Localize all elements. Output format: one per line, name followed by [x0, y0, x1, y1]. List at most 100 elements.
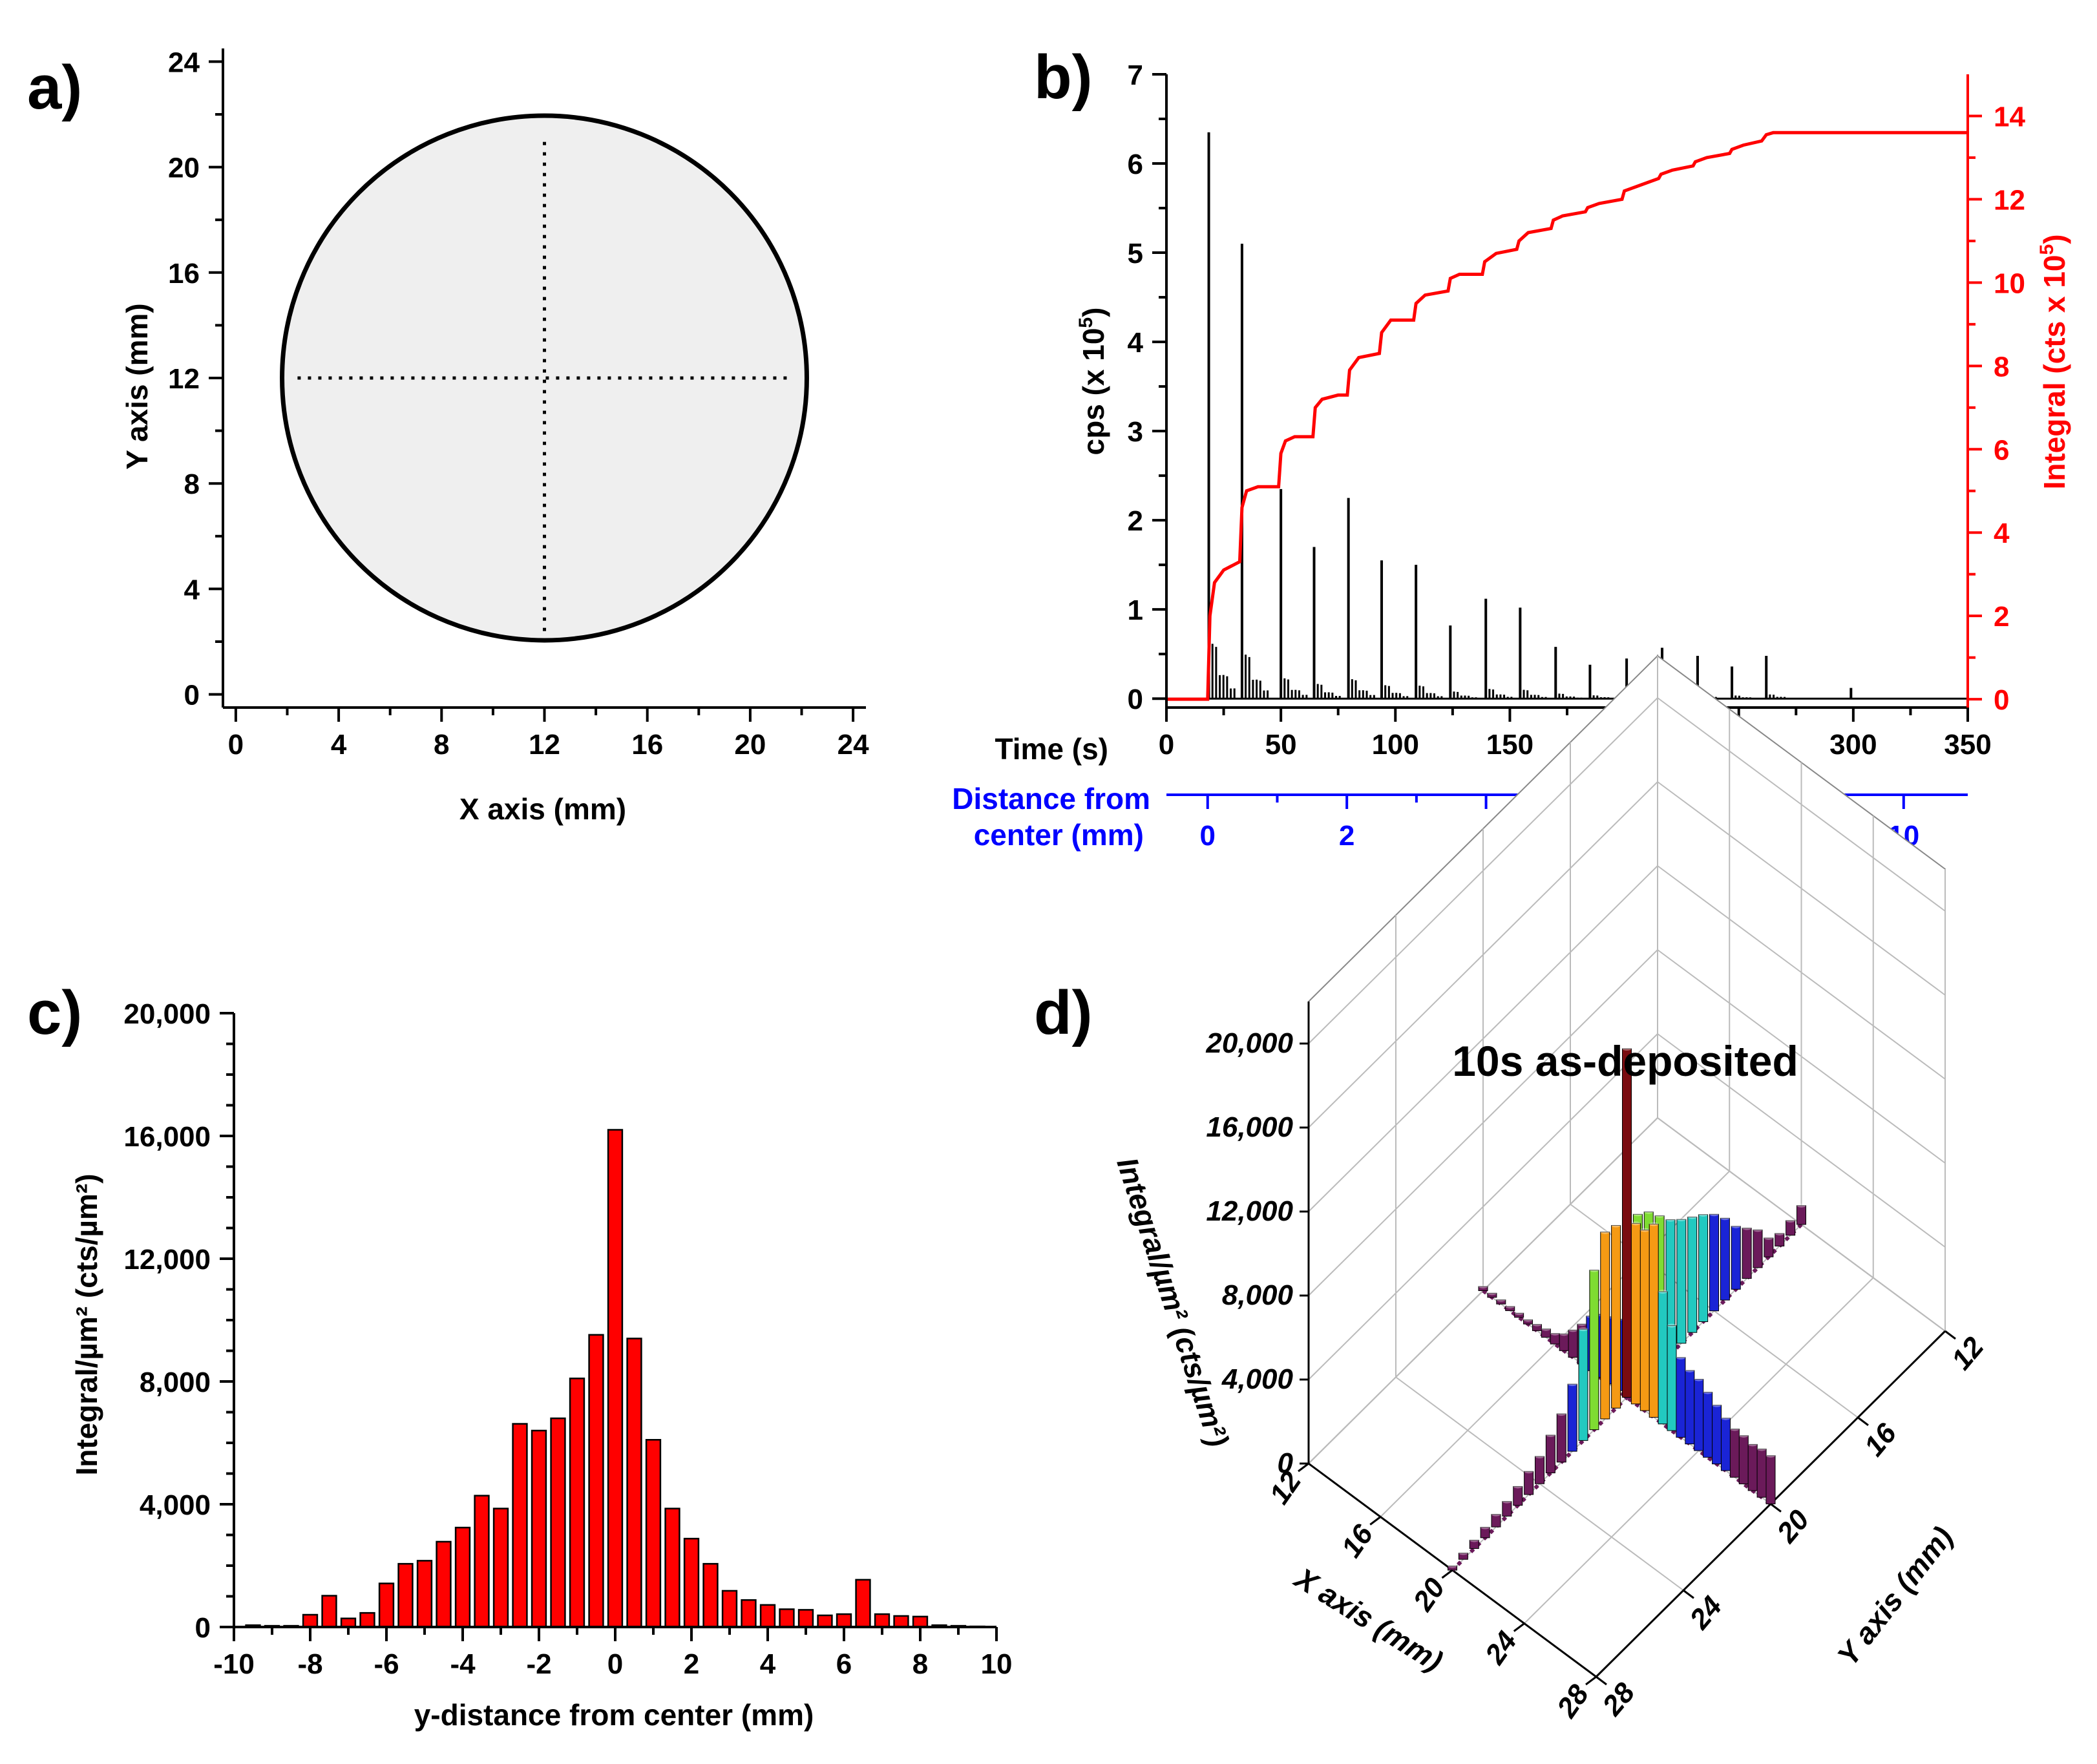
- y-tick-mark: [1944, 1330, 1956, 1340]
- 3d-bar-top: [1640, 1228, 1650, 1232]
- histogram-bar: [855, 1579, 871, 1628]
- histogram-bar: [436, 1540, 452, 1628]
- 3d-bar-top: [1786, 1218, 1795, 1223]
- 3d-bar-top: [1655, 1213, 1665, 1218]
- integral-label-text: Integral (cts x 10: [2038, 255, 2071, 489]
- x-tick-label: 4: [331, 729, 347, 761]
- x-tick-label: 28: [1550, 1679, 1595, 1723]
- distance-axis-label-line2: center (mm): [974, 818, 1144, 852]
- x-tick-label: 4: [760, 1648, 776, 1680]
- x-tick-label: 24: [1479, 1626, 1523, 1670]
- 3d-bar-top: [1589, 1268, 1599, 1272]
- 3d-bar-top: [1667, 1323, 1677, 1328]
- x-axis-ticks: 0 4 8 12 16 20 24: [228, 708, 869, 761]
- 3d-bar-top: [1685, 1368, 1694, 1372]
- 3d-bar-top: [1748, 1442, 1758, 1447]
- y-tick-label: 20: [1771, 1504, 1816, 1549]
- x-tick-mark: [1513, 1622, 1525, 1632]
- 3d-bar: [1764, 1237, 1774, 1257]
- distance-axis-label-line1: Distance from: [952, 782, 1150, 815]
- histogram-bar: [626, 1338, 642, 1628]
- 3d-bar-top: [1505, 1304, 1515, 1308]
- y-tick-label: 16: [1858, 1418, 1902, 1462]
- x-tick-label: 12: [1263, 1465, 1308, 1510]
- 3d-bar-top: [1502, 1499, 1512, 1504]
- 3d-bar-top: [1766, 1453, 1775, 1458]
- x-tick-mark: [1369, 1516, 1382, 1526]
- x-tick-label: 20: [734, 729, 766, 761]
- panel-label-c: c): [27, 978, 82, 1047]
- 3d-bar: [1756, 1448, 1767, 1498]
- y-tick-label: 4,000: [140, 1489, 211, 1521]
- 3d-bar: [1698, 1214, 1709, 1322]
- 3d-bar-top: [1633, 1212, 1643, 1217]
- 3d-bar: [1742, 1228, 1752, 1279]
- 3d-bar-top: [1631, 1221, 1641, 1226]
- histogram-bar: [474, 1495, 490, 1628]
- histogram-bar: [683, 1537, 700, 1628]
- histogram-bars: [245, 1129, 985, 1628]
- x-tick-label: 24: [838, 729, 869, 761]
- y-tick-label: 16,000: [123, 1121, 211, 1153]
- histogram-bar: [874, 1613, 890, 1628]
- y-tick-label: 8: [184, 468, 200, 500]
- time-tick-label: 150: [1486, 729, 1533, 761]
- integral-tick-label: 14: [1994, 101, 2025, 132]
- y-tick-label: 12: [168, 363, 200, 395]
- y-tick-label: 12,000: [123, 1244, 211, 1276]
- histogram-bar: [912, 1615, 929, 1628]
- 3d-bar: [1541, 1328, 1551, 1338]
- 3d-bar: [1487, 1292, 1497, 1298]
- histogram-bar: [893, 1615, 909, 1628]
- 3d-bar: [1676, 1357, 1686, 1438]
- y-axis-label: Integral/µm² (cts/µm²): [70, 1173, 103, 1475]
- distance-tick-label: 2: [1339, 820, 1354, 852]
- 3d-bar-top: [1491, 1512, 1501, 1517]
- x-tick-mark: [1585, 1675, 1597, 1686]
- 3d-bar: [1524, 1471, 1534, 1495]
- histogram-bar: [836, 1613, 852, 1628]
- histogram-bar: [321, 1595, 337, 1628]
- 3d-bar: [1720, 1418, 1731, 1471]
- z-tick-label: 8,000: [1222, 1279, 1294, 1311]
- 3d-bar-top: [1649, 1222, 1659, 1226]
- 3d-bar: [1600, 1232, 1610, 1420]
- 3d-bar: [1559, 1333, 1569, 1351]
- histogram-bar: [531, 1429, 547, 1628]
- cps-axis-ticks: 0 1 2 3 4 5 6 7: [1128, 59, 1166, 715]
- 3d-bar: [1469, 1540, 1479, 1549]
- 3d-bar: [1649, 1223, 1659, 1418]
- 3d-bar: [1523, 1319, 1533, 1325]
- 3d-bar: [1513, 1486, 1523, 1506]
- time-tick-label: 50: [1265, 729, 1297, 761]
- y-axis-label: Y axis (mm): [120, 303, 154, 469]
- z-tick-label: 12,000: [1206, 1195, 1293, 1227]
- chart-title: 10s as-deposited: [1452, 1037, 1798, 1085]
- 3d-bar-top: [1666, 1217, 1675, 1222]
- cps-label-text: cps (x 10: [1077, 328, 1110, 456]
- 3d-bar: [1589, 1270, 1599, 1431]
- x-axis-ticks: -10 -8 -6 -4 -2 0 2 4 6 8 10: [213, 1627, 1012, 1680]
- cps-label-sup: 5: [1075, 317, 1097, 328]
- time-tick-label: 350: [1944, 729, 1991, 761]
- histogram-bar: [645, 1439, 662, 1628]
- 3d-bar: [1703, 1392, 1713, 1458]
- y-tick-label: 28: [1596, 1677, 1641, 1722]
- y-tick-label: 20: [168, 152, 200, 184]
- panel-label-d: d): [1034, 978, 1093, 1047]
- y-tick-mark: [1596, 1675, 1607, 1686]
- z-tick-label: 4,000: [1221, 1363, 1294, 1395]
- y-tick-label: 0: [184, 680, 200, 711]
- y-tick-label: 16: [168, 258, 200, 289]
- 3d-bar: [1775, 1233, 1785, 1246]
- 3d-bar-top: [1470, 1538, 1479, 1542]
- histogram-bar: [779, 1608, 795, 1628]
- 3d-bar: [1480, 1527, 1490, 1538]
- 3d-bar-top: [1568, 1328, 1578, 1332]
- 3d-bar: [1720, 1217, 1730, 1301]
- 3d-bar-top: [1523, 1318, 1533, 1322]
- 3d-bar: [1496, 1299, 1506, 1305]
- 3d-bar-top: [1577, 1322, 1586, 1327]
- 3d-bar-top: [1611, 1223, 1621, 1228]
